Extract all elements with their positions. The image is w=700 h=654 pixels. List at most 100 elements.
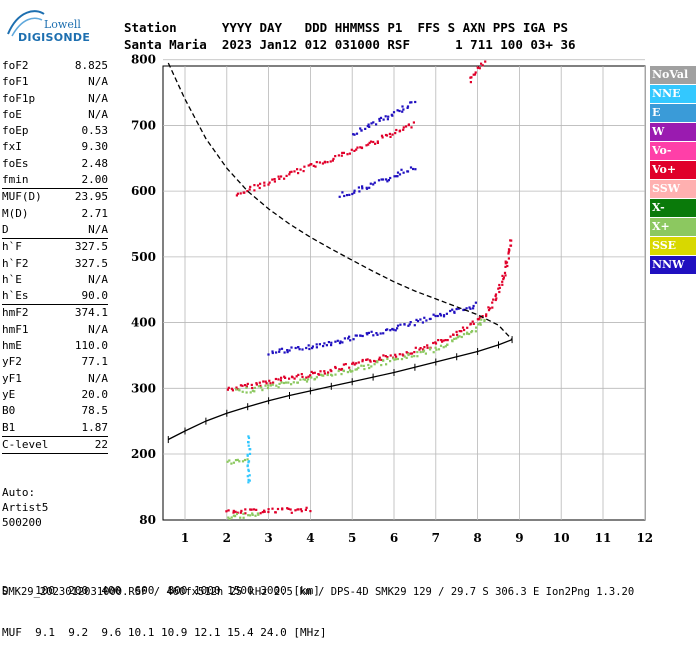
trace-point (394, 353, 397, 356)
trace-point (379, 116, 383, 119)
trace-point (246, 458, 249, 461)
trace-point (385, 134, 389, 137)
param-value: 9.30 (81, 140, 109, 154)
trace-point (386, 180, 389, 183)
trace-point (257, 513, 260, 516)
param-value: N/A (88, 272, 108, 286)
trace-point (477, 318, 480, 321)
trace-point (444, 345, 447, 348)
trace-point (307, 164, 310, 167)
trace-point (396, 357, 399, 361)
trace-point (362, 364, 365, 367)
legend-item-nne: NNE (650, 85, 696, 104)
trace-point (474, 71, 477, 74)
trace-point (472, 307, 475, 310)
trace-point (340, 154, 343, 157)
trace-point (423, 316, 426, 319)
trace-point (297, 508, 300, 511)
trace-point (405, 125, 408, 128)
trace-point (501, 280, 504, 283)
param-row-fxi: fxI 9.30 (2, 139, 108, 155)
trace-point (375, 123, 378, 126)
param-name: foF2 (2, 59, 29, 72)
trace-point (369, 360, 372, 363)
trace-point (367, 123, 370, 126)
d-muf-table: D 100 200 400 600 800 1000 1500 3000 [km… (2, 556, 327, 654)
trace-point (285, 381, 288, 384)
param-value: 77.1 (81, 355, 109, 369)
trace-point (382, 118, 385, 121)
trace-point (247, 444, 250, 447)
trace-point (278, 382, 281, 385)
auto-program: Artist5 (2, 501, 49, 514)
param-value: N/A (88, 222, 108, 236)
auto-label: Auto: (2, 486, 36, 499)
trace-point (277, 386, 280, 389)
trace-point (425, 319, 428, 322)
trace-point (480, 318, 483, 321)
trace-point (230, 516, 233, 519)
trace-point (429, 317, 432, 320)
param-row-b1: B1 1.87 (2, 420, 108, 436)
trace-point (323, 372, 326, 375)
trace-point (243, 191, 246, 194)
trace-point (399, 323, 402, 326)
trace-point (241, 460, 245, 463)
trace-point (236, 458, 239, 461)
trace-point (302, 378, 305, 381)
legend-item-noval: NoVal (650, 66, 696, 84)
trace-point (340, 367, 344, 371)
trace-point (373, 359, 376, 363)
legend-item-nnw: NNW (650, 256, 696, 275)
trace-point (370, 330, 373, 333)
trace-point (279, 379, 282, 382)
trace-point (346, 371, 349, 374)
trace-point (345, 194, 349, 197)
trace-point (504, 265, 507, 268)
trace-point (273, 178, 276, 181)
trace-point (502, 278, 505, 281)
trace-point (413, 324, 416, 327)
trace-point (264, 380, 267, 383)
trace-point (401, 110, 404, 113)
trace-point (341, 151, 344, 154)
trace-point (245, 386, 248, 389)
trace-point (341, 191, 344, 194)
dashed-curve (167, 62, 513, 341)
legend: NoVal NNE E W Vo- Vo+ SSW X- X+ SSE NNW (650, 66, 696, 276)
plot-frame (162, 65, 646, 521)
trace-point (392, 111, 396, 114)
trace-point (235, 512, 238, 516)
trace-point (342, 151, 345, 154)
trace-point (275, 384, 278, 387)
trace-point (457, 307, 460, 310)
trace-point (287, 507, 290, 510)
param-value: 2.48 (81, 156, 109, 170)
trace-point (267, 510, 270, 514)
trace-point (302, 170, 305, 173)
trace-point (366, 358, 369, 361)
trace-point (312, 372, 315, 375)
trace-point (398, 173, 402, 176)
trace-point (258, 381, 261, 384)
trace-point (228, 459, 231, 462)
trace-point (310, 376, 313, 379)
trace-point (414, 168, 417, 171)
trace-point (247, 441, 250, 444)
trace-point (284, 376, 287, 379)
trace-point (365, 187, 369, 190)
trace-point (296, 168, 299, 171)
trace-point (323, 160, 326, 163)
trace-point (455, 337, 458, 340)
trace-point (386, 118, 389, 121)
x-tick-label: 11 (595, 531, 612, 545)
trace-point (322, 374, 325, 377)
trace-point (247, 514, 250, 517)
trace-point (453, 337, 456, 340)
trace-point (271, 383, 274, 386)
trace-point (416, 355, 419, 358)
profile-curve (168, 338, 513, 441)
trace-point (309, 510, 312, 513)
trace-point (461, 326, 465, 329)
trace-point (342, 369, 345, 373)
